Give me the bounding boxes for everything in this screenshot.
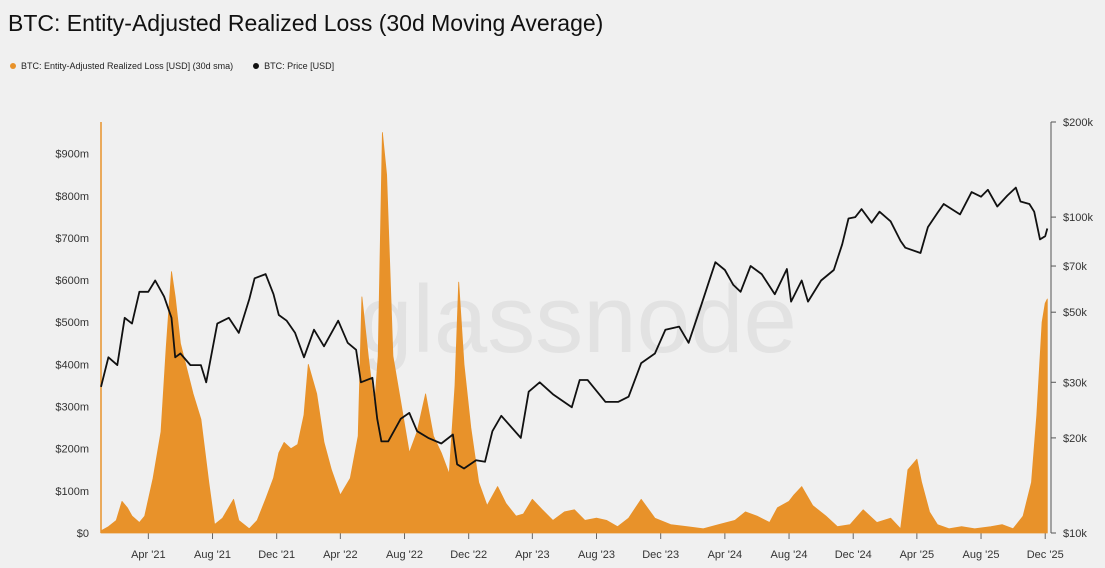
x-tick-label: Apr '25 [900,549,935,561]
y-left-tick-label: $100m [55,486,89,498]
y-left-tick-label: $700m [55,233,89,245]
x-tick-label: Aug '21 [194,549,231,561]
legend-swatch-price [253,63,260,69]
y-left-tick-label: $200m [55,444,89,456]
y-right-tick-label: $10k [1063,528,1087,540]
y-right-tick-label: $100k [1063,212,1093,224]
x-tick-label: Aug '24 [771,549,808,561]
y-left-tick-label: $500m [55,317,89,329]
watermark-text: glassnode [359,266,797,373]
x-tick-label: Apr '24 [708,549,743,561]
legend-item-price[interactable]: BTC: Price [USD] [253,61,334,71]
legend-label-price: BTC: Price [USD] [264,61,335,71]
x-tick-label: Dec '24 [835,549,872,561]
x-tick-label: Aug '23 [578,549,615,561]
x-tick-label: Apr '21 [131,549,166,561]
x-tick-label: Dec '22 [450,549,487,561]
x-tick-label: Apr '23 [515,549,550,561]
y-right-tick-label: $70k [1063,261,1087,273]
legend-swatch-realized-loss [10,63,16,69]
y-left-tick-label: $400m [55,359,89,371]
legend: BTC: Entity-Adjusted Realized Loss [USD]… [10,61,354,71]
y-left-tick-label: $300m [55,402,89,414]
y-left-tick-label: $800m [55,191,89,203]
x-tick-label: Aug '25 [963,549,1000,561]
x-tick-label: Dec '25 [1027,549,1064,561]
y-left-tick-label: $0 [77,528,89,540]
series-price-line [100,186,1049,470]
x-tick-label: Apr '22 [323,549,358,561]
y-right-tick-label: $30k [1063,377,1087,389]
legend-label-realized-loss: BTC: Entity-Adjusted Realized Loss [USD]… [21,61,234,71]
chart-title: BTC: Entity-Adjusted Realized Loss (30d … [8,10,604,36]
y-left-tick-label: $900m [55,149,89,161]
x-tick-label: Dec '23 [642,549,679,561]
y-right-tick-label: $20k [1063,433,1087,445]
series-realized-loss-area [100,132,1048,534]
y-right-tick-label: $50k [1063,307,1087,319]
x-tick-label: Dec '21 [258,549,295,561]
x-tick-label: Aug '22 [386,549,423,561]
legend-item-realized-loss[interactable]: BTC: Entity-Adjusted Realized Loss [USD]… [10,61,233,71]
y-left-tick-label: $600m [55,275,89,287]
y-right-tick-label: $200k [1063,117,1093,129]
